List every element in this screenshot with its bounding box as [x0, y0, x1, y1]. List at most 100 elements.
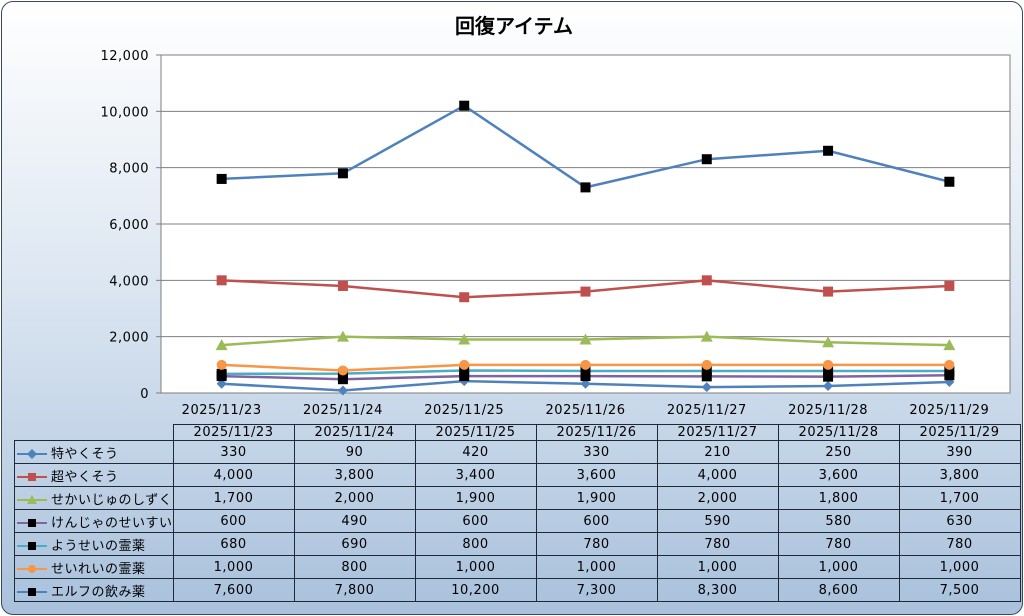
x-tick-label: 2025/11/25 — [424, 403, 504, 418]
table-cell: 3,600 — [535, 463, 658, 487]
table-column-header: 2025/11/26 — [535, 424, 658, 441]
data-point — [701, 371, 712, 382]
table-cell: 690 — [293, 532, 416, 556]
table-cell: 580 — [777, 509, 900, 533]
table-cell: 590 — [656, 509, 779, 533]
table-cell: 90 — [293, 440, 416, 464]
table-column-header: 2025/11/24 — [293, 424, 416, 441]
table-cell: 7,800 — [293, 578, 416, 602]
y-tick-label: 8,000 — [109, 162, 149, 177]
table-cell: 800 — [414, 532, 537, 556]
table-row: けんじゃのせいすい 600 490 600 600 590 580 630 — [14, 509, 1021, 533]
data-point — [580, 359, 591, 370]
table-column-header: 2025/11/27 — [656, 424, 779, 441]
table-cell: 7,600 — [172, 578, 295, 602]
data-point — [701, 359, 712, 370]
table-cell: 1,000 — [656, 555, 779, 579]
data-point — [701, 366, 712, 377]
data-point — [579, 333, 592, 345]
data-point — [701, 154, 712, 165]
data-point — [216, 359, 227, 370]
table-row: 特やくそう 330 90 420 330 210 250 390 — [14, 440, 1021, 464]
data-point — [458, 333, 471, 345]
series-name: せいれいの霊薬 — [51, 561, 146, 577]
table-cell: 1,800 — [777, 486, 900, 510]
table-cell: 1,000 — [898, 555, 1021, 579]
table-row: せいれいの霊薬 1,000 800 1,000 1,000 1,000 1,000 1,000 — [14, 555, 1021, 579]
x-tick-label: 2025/11/27 — [667, 403, 747, 418]
series-name: けんじゃのせいすい — [51, 515, 173, 531]
table-cell: 600 — [172, 509, 295, 533]
data-point — [823, 380, 834, 391]
x-tick-label: 2025/11/29 — [909, 403, 989, 418]
data-point — [944, 280, 955, 291]
data-point — [216, 378, 227, 389]
table-cell: 10,200 — [414, 578, 537, 602]
x-tick-label: 2025/11/24 — [303, 403, 383, 418]
series-name-cell: 特やくそう — [14, 440, 174, 464]
data-point — [337, 280, 348, 291]
table-cell: 1,000 — [535, 555, 658, 579]
legend-key-icon — [17, 449, 47, 459]
table-cell: 4,000 — [172, 463, 295, 487]
table-cell: 330 — [535, 440, 658, 464]
table-cell: 780 — [777, 532, 900, 556]
data-point — [700, 330, 713, 342]
series-name-cell: ようせいの霊薬 — [14, 532, 174, 556]
x-tick-label: 2025/11/28 — [788, 403, 868, 418]
legend-key-icon — [17, 542, 47, 550]
data-point — [459, 365, 470, 376]
data-point — [216, 368, 227, 379]
y-tick-label: 12,000 — [101, 49, 150, 64]
table-cell: 1,000 — [414, 555, 537, 579]
data-point — [216, 275, 227, 286]
data-point — [823, 371, 834, 382]
table-cell: 8,600 — [777, 578, 900, 602]
legend-key-icon — [17, 495, 47, 504]
table-cell: 600 — [414, 509, 537, 533]
series-name: せかいじゅのしずく — [51, 492, 173, 508]
table-cell: 800 — [293, 555, 416, 579]
data-point — [336, 330, 349, 342]
x-tick-label: 2025/11/23 — [182, 403, 262, 418]
data-point — [944, 359, 955, 370]
table-body: 特やくそう 330 90 420 330 210 250 390 超やくそう 4,000 3,800… — [14, 440, 1021, 602]
data-point — [580, 366, 591, 377]
table-cell: 3,800 — [293, 463, 416, 487]
y-tick-label: 2,000 — [109, 331, 149, 346]
data-point — [944, 176, 955, 187]
table-cell: 7,500 — [898, 578, 1021, 602]
data-point — [823, 286, 834, 297]
table-cell: 1,000 — [172, 555, 295, 579]
data-point — [580, 371, 591, 382]
table-cell: 210 — [656, 440, 779, 464]
legend-key-icon — [17, 473, 47, 481]
table-cell: 1,700 — [172, 486, 295, 510]
table-cell: 3,800 — [898, 463, 1021, 487]
table-cell: 420 — [414, 440, 537, 464]
data-point — [701, 382, 712, 393]
table-cell: 780 — [656, 532, 779, 556]
series-name-cell: せいれいの霊薬 — [14, 555, 174, 579]
table-cell: 780 — [898, 532, 1021, 556]
table-corner — [14, 424, 174, 441]
table-cell: 250 — [777, 440, 900, 464]
data-point — [944, 366, 955, 377]
table-cell: 330 — [172, 440, 295, 464]
data-point — [701, 275, 712, 286]
legend-key-icon — [17, 519, 47, 527]
line-chart: 0 2,000 4,000 6,000 8,000 10,000 12,000 2025/11… — [101, 49, 1011, 418]
series-name-cell: せかいじゅのしずく — [14, 486, 174, 510]
table-row: ようせいの霊薬 680 690 800 780 780 780 780 — [14, 532, 1021, 556]
data-point — [580, 286, 591, 297]
table-cell: 630 — [898, 509, 1021, 533]
table-cell: 7,300 — [535, 578, 658, 602]
series-name-cell: 超やくそう — [14, 463, 174, 487]
table-cell: 2,000 — [293, 486, 416, 510]
table-cell: 3,600 — [777, 463, 900, 487]
data-point — [215, 339, 228, 351]
data-point — [337, 385, 348, 396]
x-tick-label: 2025/11/26 — [546, 403, 626, 418]
data-point — [823, 359, 834, 370]
data-point — [943, 339, 956, 351]
